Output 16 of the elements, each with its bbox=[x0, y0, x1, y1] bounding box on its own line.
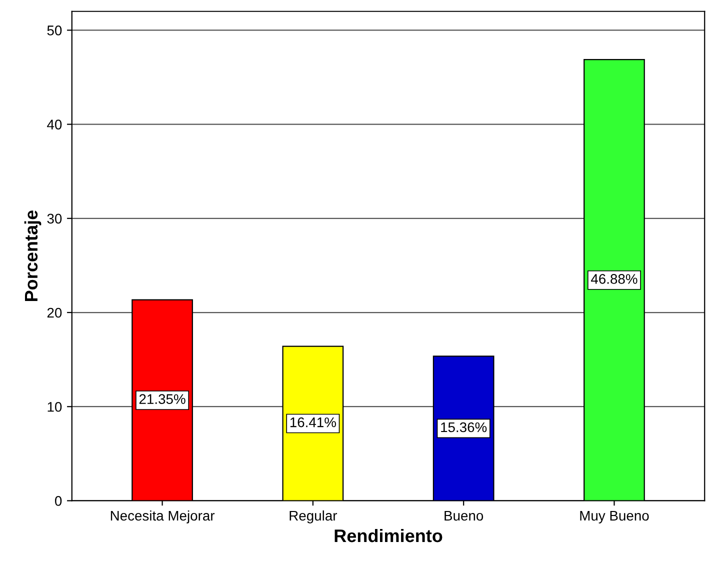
x-tick-label: Regular bbox=[290, 510, 338, 524]
y-tick-label: 30 bbox=[47, 214, 62, 224]
y-tick-label: 50 bbox=[47, 26, 62, 36]
y-tick-label: 10 bbox=[48, 402, 62, 412]
y-tick-label: 40 bbox=[47, 120, 62, 130]
data-label: 16.41% bbox=[290, 417, 336, 428]
data-label: 46.88% bbox=[591, 274, 638, 284]
x-axis-title: Rendimiento bbox=[334, 528, 442, 542]
x-tick-label: Necesita Mejorar bbox=[110, 510, 215, 524]
y-tick-label: 0 bbox=[54, 496, 62, 506]
data-label: 15.36% bbox=[441, 422, 487, 432]
y-axis-title: Porcentaje bbox=[24, 210, 42, 301]
data-label: 21.35% bbox=[139, 394, 186, 404]
x-tick-label: Bueno bbox=[444, 510, 484, 521]
x-tick-label: Muy Bueno bbox=[580, 510, 649, 524]
y-tick-label: 20 bbox=[47, 308, 62, 318]
